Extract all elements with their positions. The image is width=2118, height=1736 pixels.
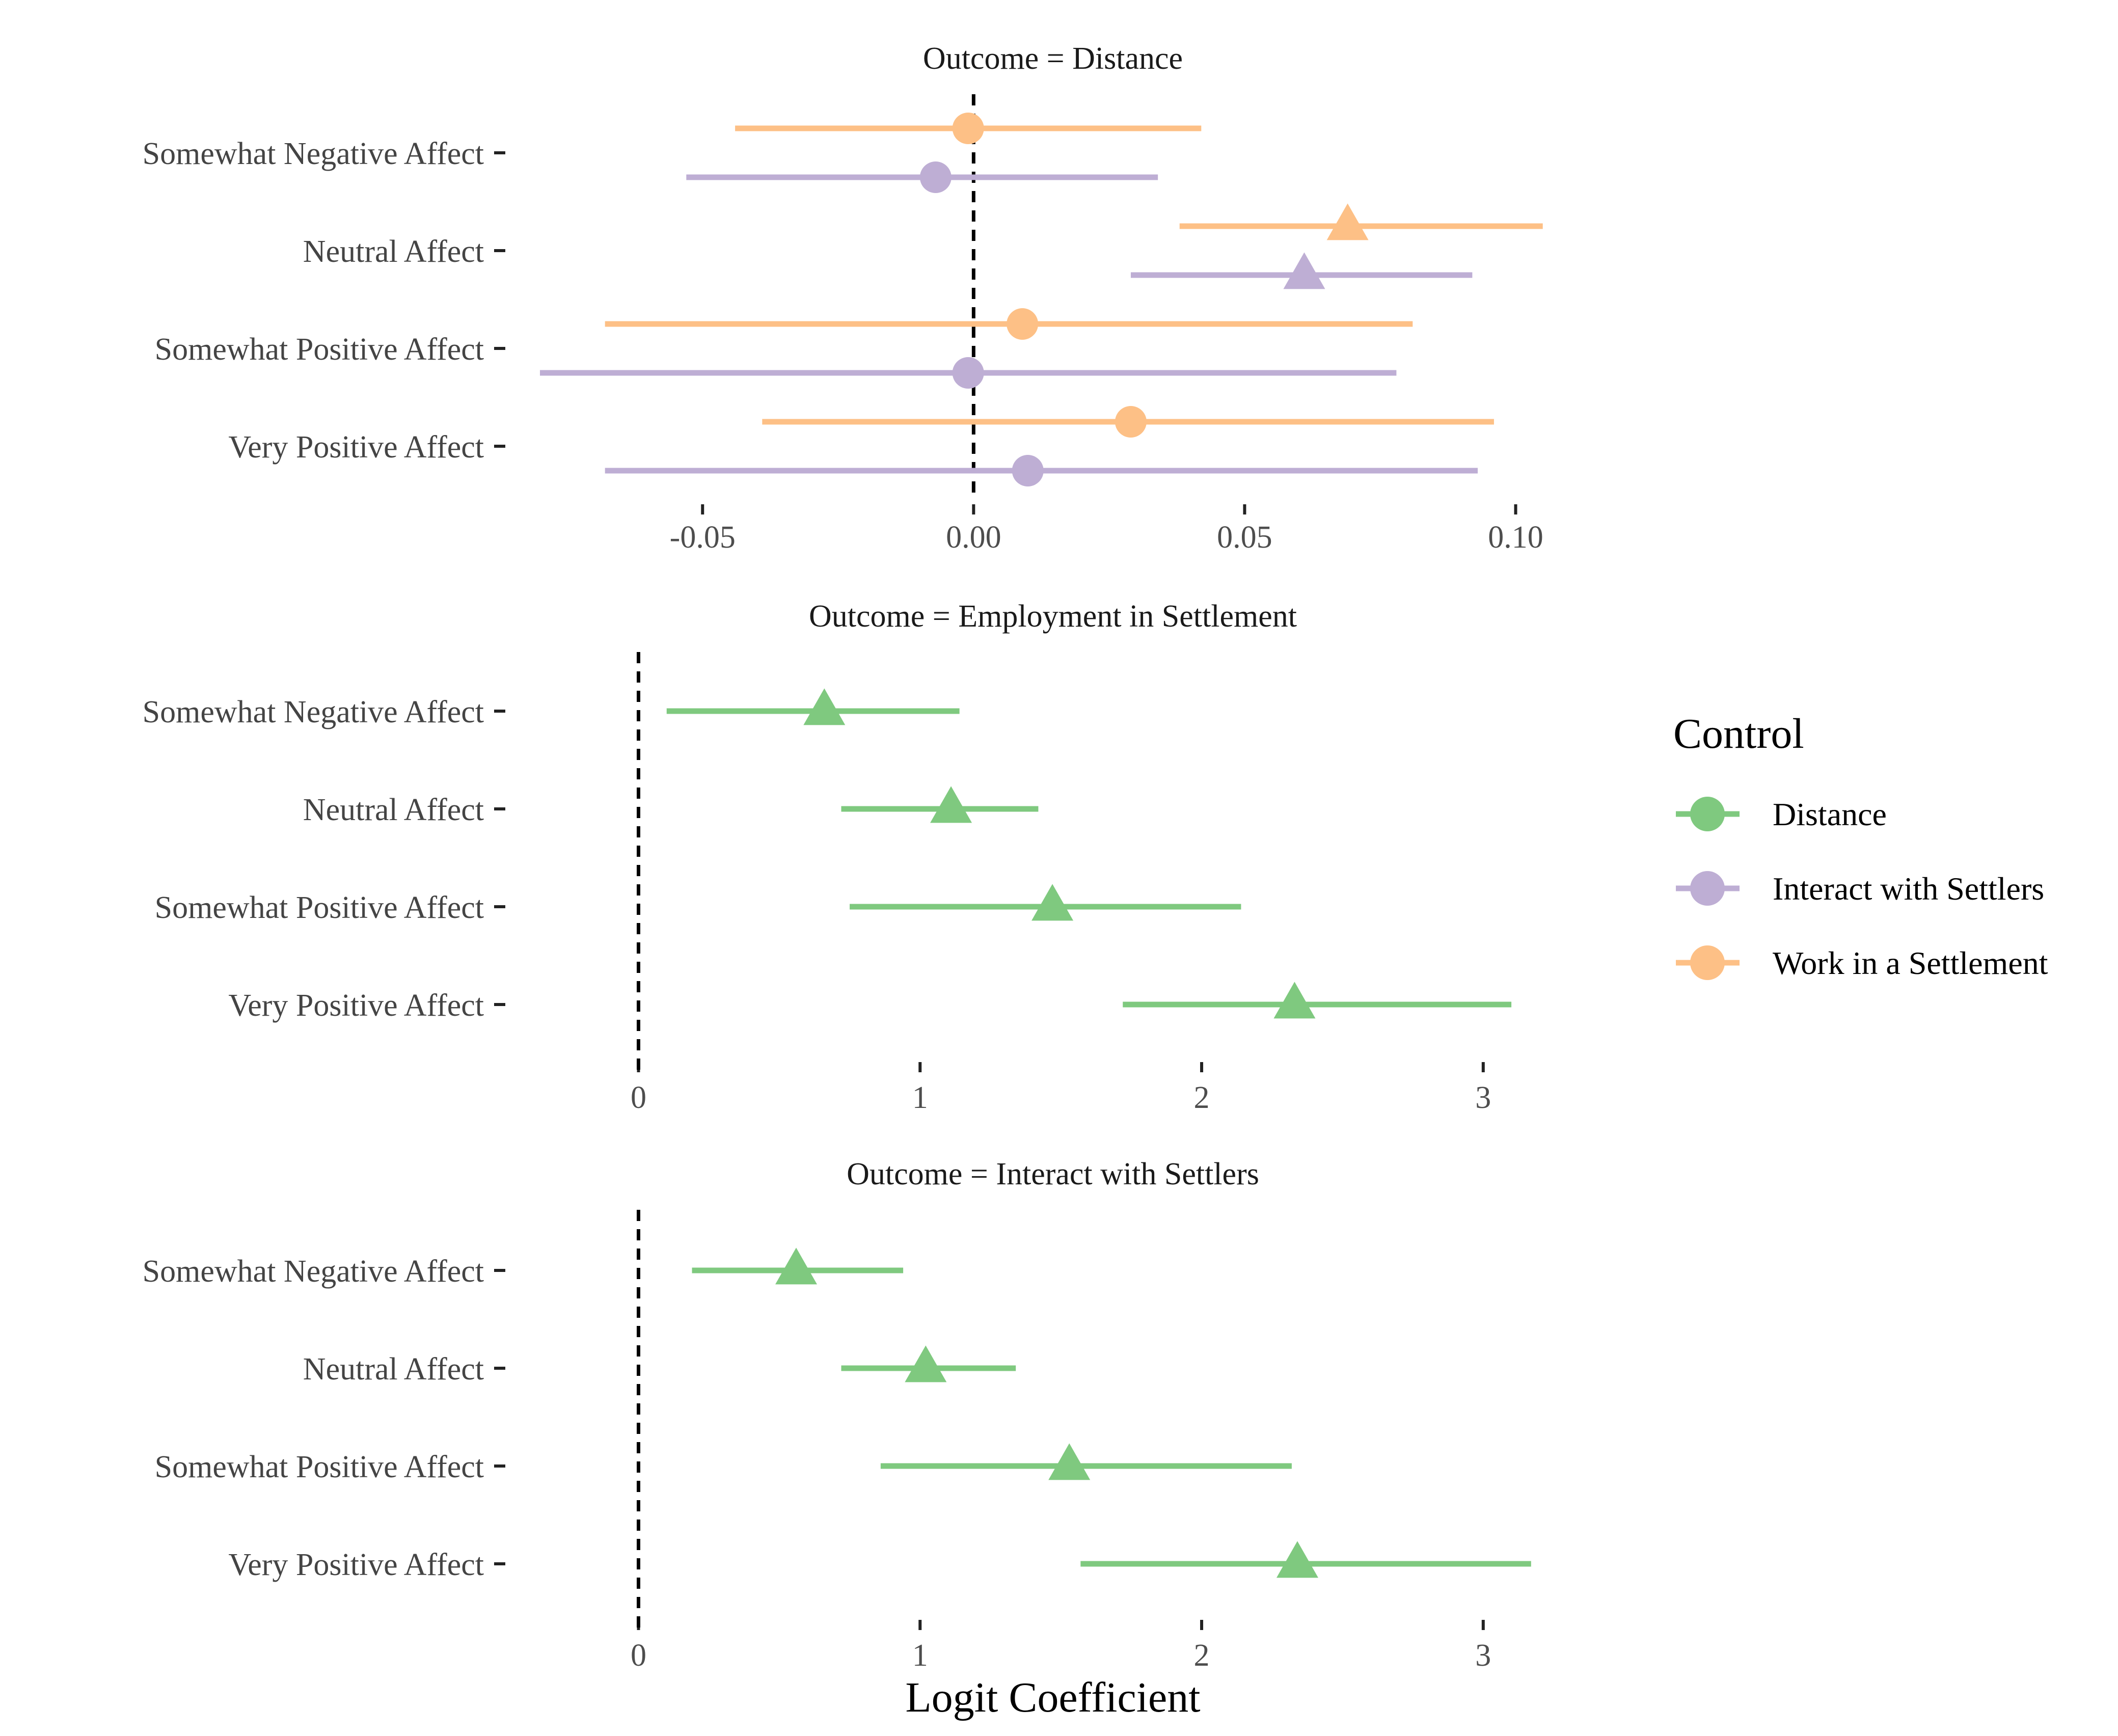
x-tick-label: 1 [912, 1080, 928, 1115]
point-estimate-triangle [1326, 203, 1369, 240]
y-category-label: Somewhat Positive Affect [155, 890, 484, 925]
x-tick-label: 0 [631, 1638, 646, 1673]
y-category-label: Somewhat Negative Affect [143, 137, 484, 171]
point-estimate-triangle [1276, 1541, 1318, 1578]
y-category-label: Very Positive Affect [228, 988, 484, 1023]
legend-label: Distance [1773, 796, 1887, 832]
point-estimate-circle [1007, 308, 1039, 340]
point-estimate-triangle [930, 786, 972, 823]
legend-label: Interact with Settlers [1773, 871, 2044, 907]
y-category-label: Very Positive Affect [228, 430, 484, 465]
x-tick-label: 2 [1194, 1080, 1210, 1115]
legend-key-circle [1690, 871, 1725, 906]
panel-1: Outcome = Distance Somewhat Negative Affe… [143, 41, 1543, 555]
panel-title: Outcome = Employment in Settlement [809, 599, 1297, 634]
y-category-label: Somewhat Positive Affect [155, 332, 484, 367]
y-category-label: Neutral Affect [303, 793, 484, 827]
y-category-label: Very Positive Affect [228, 1548, 484, 1582]
point-estimate-triangle [1283, 252, 1325, 289]
panel-2: Outcome = Employment in Settlement Somewh… [143, 599, 1512, 1115]
x-tick-label: 0 [631, 1080, 646, 1115]
x-tick-label: 2 [1194, 1638, 1210, 1673]
x-tick-label: 0.10 [1488, 520, 1543, 555]
legend-item: Interact with Settlers [1676, 871, 2044, 907]
point-estimate-triangle [905, 1345, 947, 1382]
panels-layer: Outcome = Distance Somewhat Negative Affe… [143, 41, 1543, 1673]
legend-key-circle [1690, 945, 1725, 980]
legend: Control Distance Interact with Settlers Wo… [1673, 710, 2048, 981]
legend-title: Control [1673, 710, 1804, 757]
point-estimate-triangle [1031, 884, 1074, 921]
panel-title: Outcome = Distance [923, 41, 1183, 76]
x-tick-label: 0.05 [1217, 520, 1272, 555]
point-estimate-circle [919, 161, 952, 193]
point-estimate-triangle [1273, 982, 1316, 1019]
x-tick-label: 1 [912, 1638, 928, 1673]
x-tick-label: 3 [1475, 1080, 1491, 1115]
point-estimate-circle [952, 113, 984, 144]
y-category-label: Somewhat Negative Affect [143, 695, 484, 729]
point-estimate-triangle [803, 688, 846, 725]
legend-label: Work in a Settlement [1773, 945, 2048, 981]
y-category-label: Neutral Affect [303, 1352, 484, 1387]
point-estimate-circle [952, 357, 984, 389]
point-estimate-triangle [1048, 1443, 1091, 1480]
panel-3: Outcome = Interact with Settlers Somewhat… [143, 1157, 1531, 1673]
point-estimate-circle [1115, 406, 1147, 438]
y-category-label: Somewhat Negative Affect [143, 1254, 484, 1289]
legend-item: Work in a Settlement [1676, 945, 2048, 981]
point-estimate-triangle [775, 1247, 818, 1285]
panel-title: Outcome = Interact with Settlers [847, 1157, 1259, 1191]
point-estimate-circle [1012, 455, 1044, 486]
x-tick-label: -0.05 [670, 520, 736, 555]
legend-item: Distance [1676, 796, 1887, 832]
y-category-label: Somewhat Positive Affect [155, 1450, 484, 1484]
x-tick-label: 3 [1475, 1638, 1491, 1673]
x-tick-label: 0.00 [946, 520, 1001, 555]
legend-key-circle [1690, 797, 1725, 831]
x-axis-title: Logit Coefficient [905, 1674, 1200, 1721]
y-category-label: Neutral Affect [303, 234, 484, 269]
